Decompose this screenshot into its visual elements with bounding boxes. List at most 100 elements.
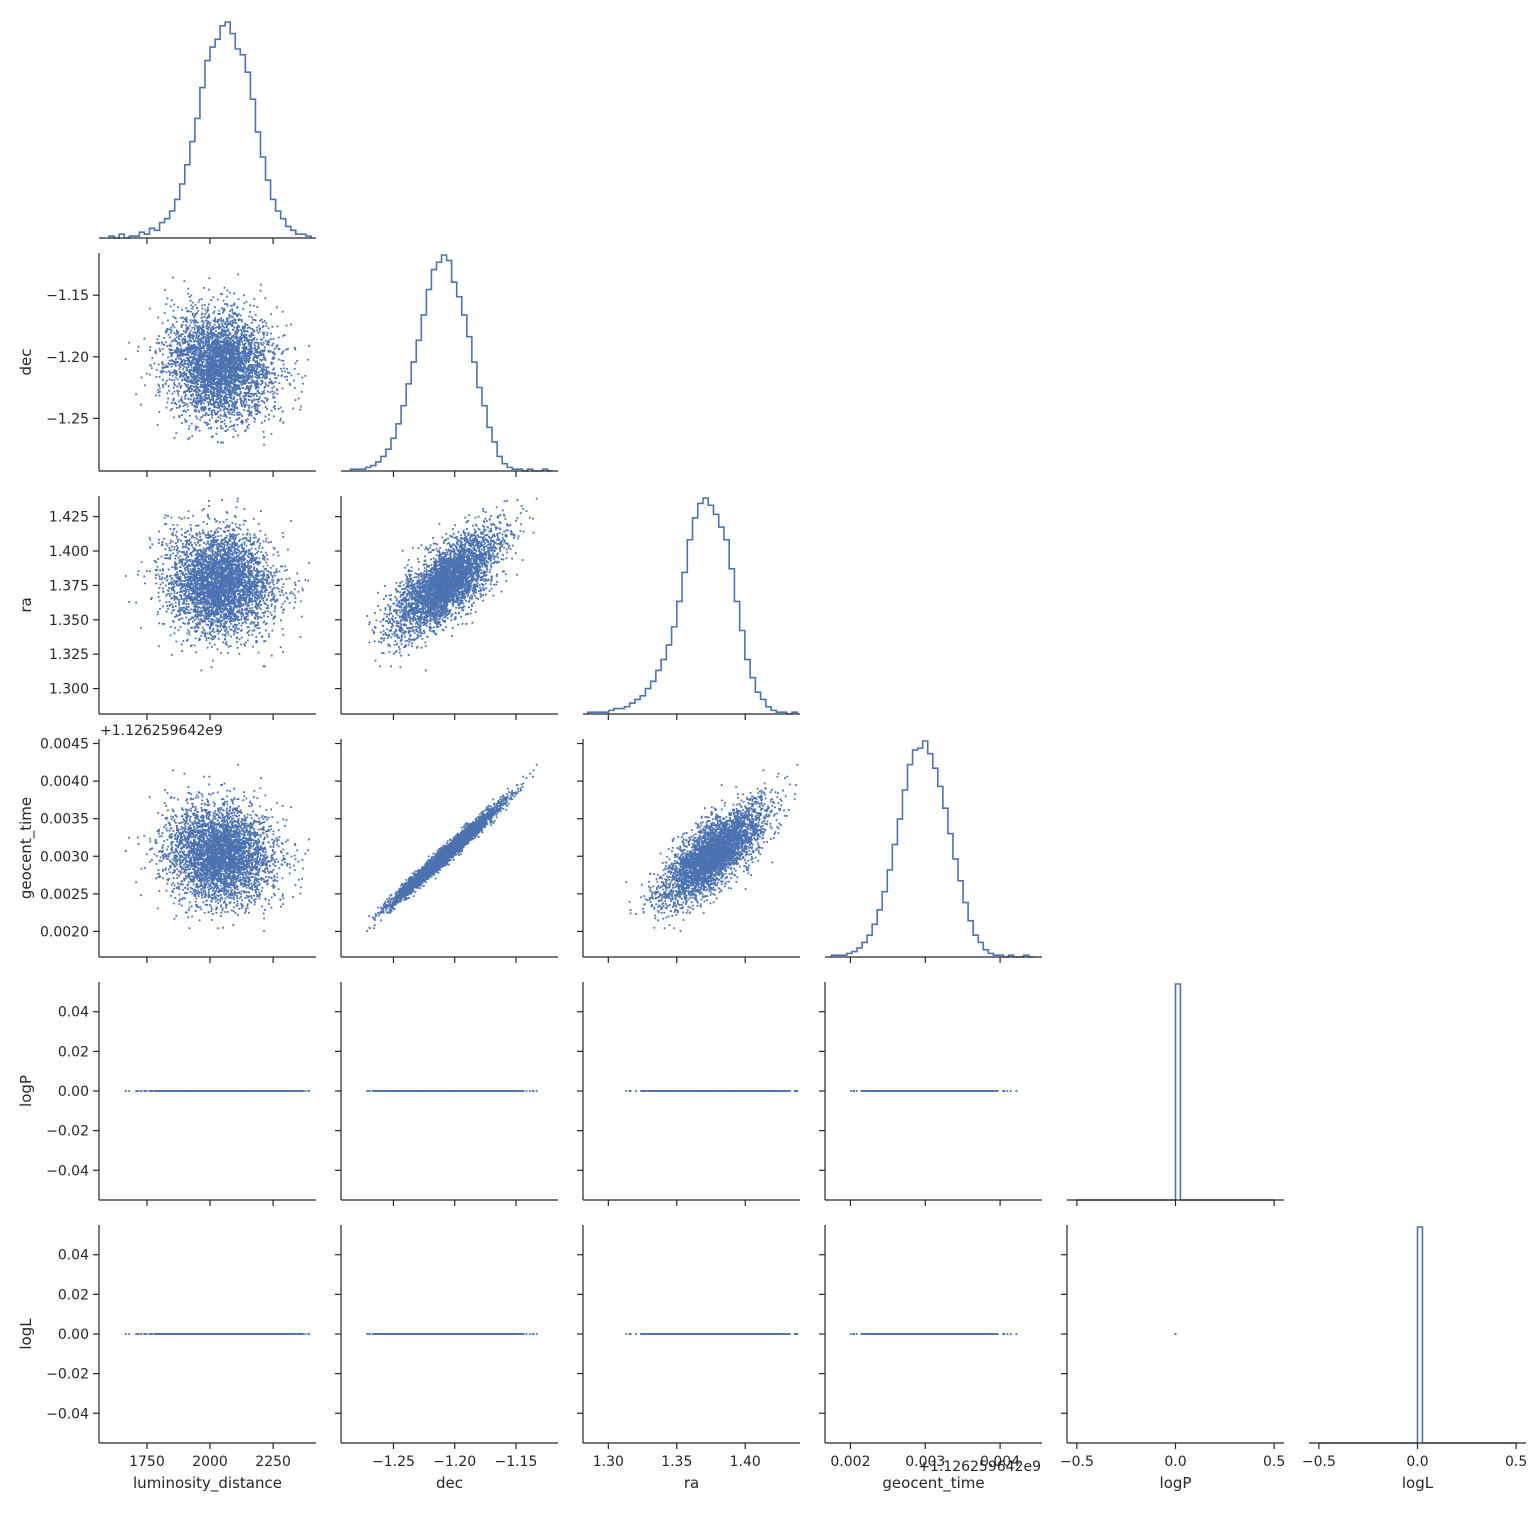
scatter-point bbox=[274, 377, 276, 379]
scatter-point bbox=[243, 340, 245, 342]
scatter-point bbox=[217, 338, 219, 340]
scatter-point bbox=[221, 323, 223, 325]
scatter-point bbox=[249, 311, 251, 313]
scatter-point bbox=[273, 386, 275, 388]
scatter-point bbox=[301, 377, 303, 379]
scatter-point bbox=[253, 334, 255, 336]
scatter-point bbox=[197, 383, 199, 385]
scatter-point bbox=[190, 385, 192, 387]
scatter-point bbox=[279, 348, 281, 350]
scatter-point bbox=[166, 407, 168, 409]
scatter-point bbox=[178, 338, 180, 340]
scatter-point bbox=[135, 393, 137, 395]
scatter-point bbox=[256, 330, 258, 332]
scatter-point bbox=[177, 333, 179, 335]
scatter-point bbox=[254, 403, 256, 405]
scatter-point bbox=[224, 412, 226, 414]
scatter-point bbox=[157, 317, 159, 319]
scatter-point bbox=[220, 427, 222, 429]
scatter-point bbox=[173, 382, 175, 384]
scatter-point bbox=[265, 325, 267, 327]
scatter-point bbox=[268, 340, 270, 342]
scatter-point bbox=[182, 410, 184, 412]
scatter-point bbox=[238, 417, 240, 419]
scatter-point bbox=[208, 277, 210, 279]
scatter-point bbox=[280, 368, 282, 370]
scatter-point bbox=[202, 415, 204, 417]
scatter-point bbox=[190, 300, 192, 302]
scatter-point bbox=[170, 327, 172, 329]
scatter-point bbox=[180, 335, 182, 337]
scatter-point bbox=[265, 406, 267, 408]
scatter-point bbox=[229, 412, 231, 414]
scatter-point bbox=[180, 366, 182, 368]
scatter-point bbox=[165, 341, 167, 343]
scatter-point bbox=[196, 373, 198, 375]
scatter-point bbox=[258, 342, 260, 344]
scatter-point bbox=[192, 320, 194, 322]
scatter-point bbox=[162, 354, 164, 356]
scatter-point bbox=[246, 402, 248, 404]
scatter-point bbox=[281, 360, 283, 362]
scatter-point bbox=[221, 381, 223, 383]
scatter-point bbox=[205, 365, 207, 367]
scatter-point bbox=[184, 395, 186, 397]
scatter-point bbox=[155, 394, 157, 396]
scatter-point bbox=[221, 293, 223, 295]
scatter-point bbox=[149, 374, 151, 376]
scatter-point bbox=[190, 399, 192, 401]
scatter-point bbox=[192, 359, 194, 361]
scatter-point bbox=[256, 327, 258, 329]
scatter-point bbox=[149, 349, 151, 351]
scatter-point bbox=[293, 380, 295, 382]
scatter-point bbox=[195, 429, 197, 431]
scatter-point bbox=[271, 363, 273, 365]
scatter-point bbox=[243, 398, 245, 400]
scatter-point bbox=[236, 407, 238, 409]
scatter-point bbox=[257, 407, 259, 409]
scatter-point bbox=[171, 366, 173, 368]
scatter-point bbox=[235, 404, 237, 406]
scatter-point bbox=[168, 371, 170, 373]
scatter-point bbox=[198, 394, 200, 396]
scatter-point bbox=[283, 360, 285, 362]
scatter-point bbox=[205, 326, 207, 328]
scatter-point bbox=[214, 317, 216, 319]
scatter-point bbox=[253, 305, 255, 307]
scatter-point bbox=[251, 399, 253, 401]
scatter-point bbox=[245, 399, 247, 401]
scatter-point bbox=[168, 334, 170, 336]
scatter-point bbox=[185, 366, 187, 368]
scatter-point bbox=[259, 359, 261, 361]
scatter-point bbox=[276, 346, 278, 348]
scatter-point bbox=[177, 392, 179, 394]
scatter-point bbox=[277, 375, 279, 377]
scatter-point bbox=[272, 393, 274, 395]
scatter-point bbox=[247, 359, 249, 361]
histogram-luminosity_distance bbox=[109, 22, 311, 238]
scatter-point bbox=[206, 413, 208, 415]
scatter-point bbox=[260, 343, 262, 345]
scatter-point bbox=[266, 400, 268, 402]
scatter-point bbox=[209, 324, 211, 326]
scatter-point bbox=[291, 374, 293, 376]
scatter-point bbox=[219, 418, 221, 420]
scatter-point bbox=[185, 394, 187, 396]
scatter-point bbox=[171, 379, 173, 381]
scatter-point bbox=[260, 284, 262, 286]
scatter-point bbox=[206, 331, 208, 333]
scatter-point bbox=[282, 350, 284, 352]
scatter-point bbox=[238, 342, 240, 344]
scatter-point bbox=[266, 367, 268, 369]
scatter-point bbox=[231, 316, 233, 318]
scatter-point bbox=[220, 425, 222, 427]
scatter-point bbox=[202, 399, 204, 401]
scatter-point bbox=[230, 421, 232, 423]
scatter-point bbox=[214, 354, 216, 356]
scatter-point bbox=[171, 345, 173, 347]
scatter-point bbox=[237, 412, 239, 414]
scatter-point bbox=[235, 430, 237, 432]
scatter-point bbox=[176, 370, 178, 372]
scatter-point bbox=[251, 316, 253, 318]
scatter-point bbox=[276, 306, 278, 308]
